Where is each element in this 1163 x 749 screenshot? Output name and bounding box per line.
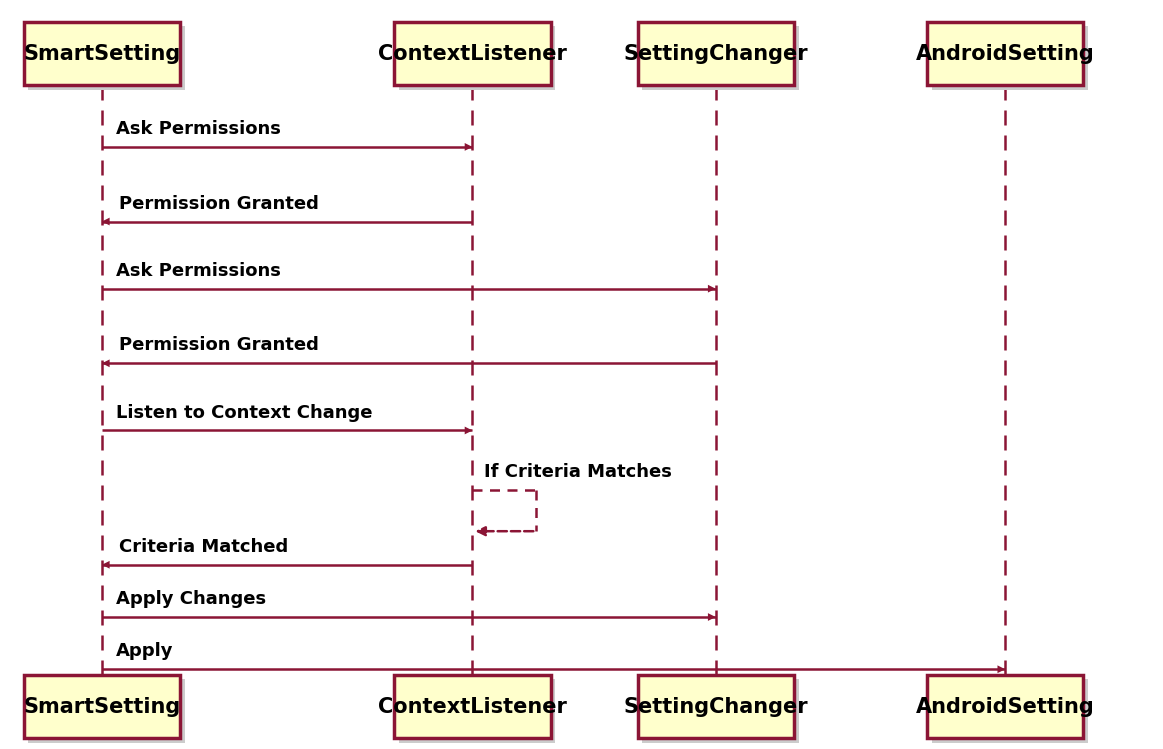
Text: Apply Changes: Apply Changes [116, 590, 266, 608]
FancyBboxPatch shape [394, 22, 550, 85]
Text: Ask Permissions: Ask Permissions [116, 261, 280, 279]
Text: Ask Permissions: Ask Permissions [116, 120, 280, 138]
Text: AndroidSetting: AndroidSetting [916, 43, 1094, 64]
Text: SettingChanger: SettingChanger [623, 697, 808, 717]
Text: Permission Granted: Permission Granted [120, 195, 319, 213]
Text: ContextListener: ContextListener [378, 697, 566, 717]
Text: AndroidSetting: AndroidSetting [916, 697, 1094, 717]
FancyBboxPatch shape [399, 679, 555, 743]
Text: SettingChanger: SettingChanger [623, 43, 808, 64]
FancyBboxPatch shape [642, 26, 799, 90]
Text: Criteria Matched: Criteria Matched [120, 538, 288, 556]
FancyBboxPatch shape [28, 26, 185, 90]
FancyBboxPatch shape [399, 26, 555, 90]
FancyBboxPatch shape [394, 675, 550, 739]
FancyBboxPatch shape [637, 675, 794, 739]
FancyBboxPatch shape [932, 26, 1089, 90]
FancyBboxPatch shape [927, 22, 1084, 85]
Text: ContextListener: ContextListener [378, 43, 566, 64]
FancyBboxPatch shape [932, 679, 1089, 743]
FancyBboxPatch shape [642, 679, 799, 743]
FancyBboxPatch shape [28, 679, 185, 743]
Text: SmartSetting: SmartSetting [23, 697, 180, 717]
FancyBboxPatch shape [23, 22, 180, 85]
FancyBboxPatch shape [23, 675, 180, 739]
FancyBboxPatch shape [927, 675, 1084, 739]
Text: Apply: Apply [116, 643, 173, 661]
Text: Listen to Context Change: Listen to Context Change [116, 404, 372, 422]
Text: If Criteria Matches: If Criteria Matches [484, 463, 672, 481]
Text: Permission Granted: Permission Granted [120, 336, 319, 354]
Text: SmartSetting: SmartSetting [23, 43, 180, 64]
FancyBboxPatch shape [637, 22, 794, 85]
